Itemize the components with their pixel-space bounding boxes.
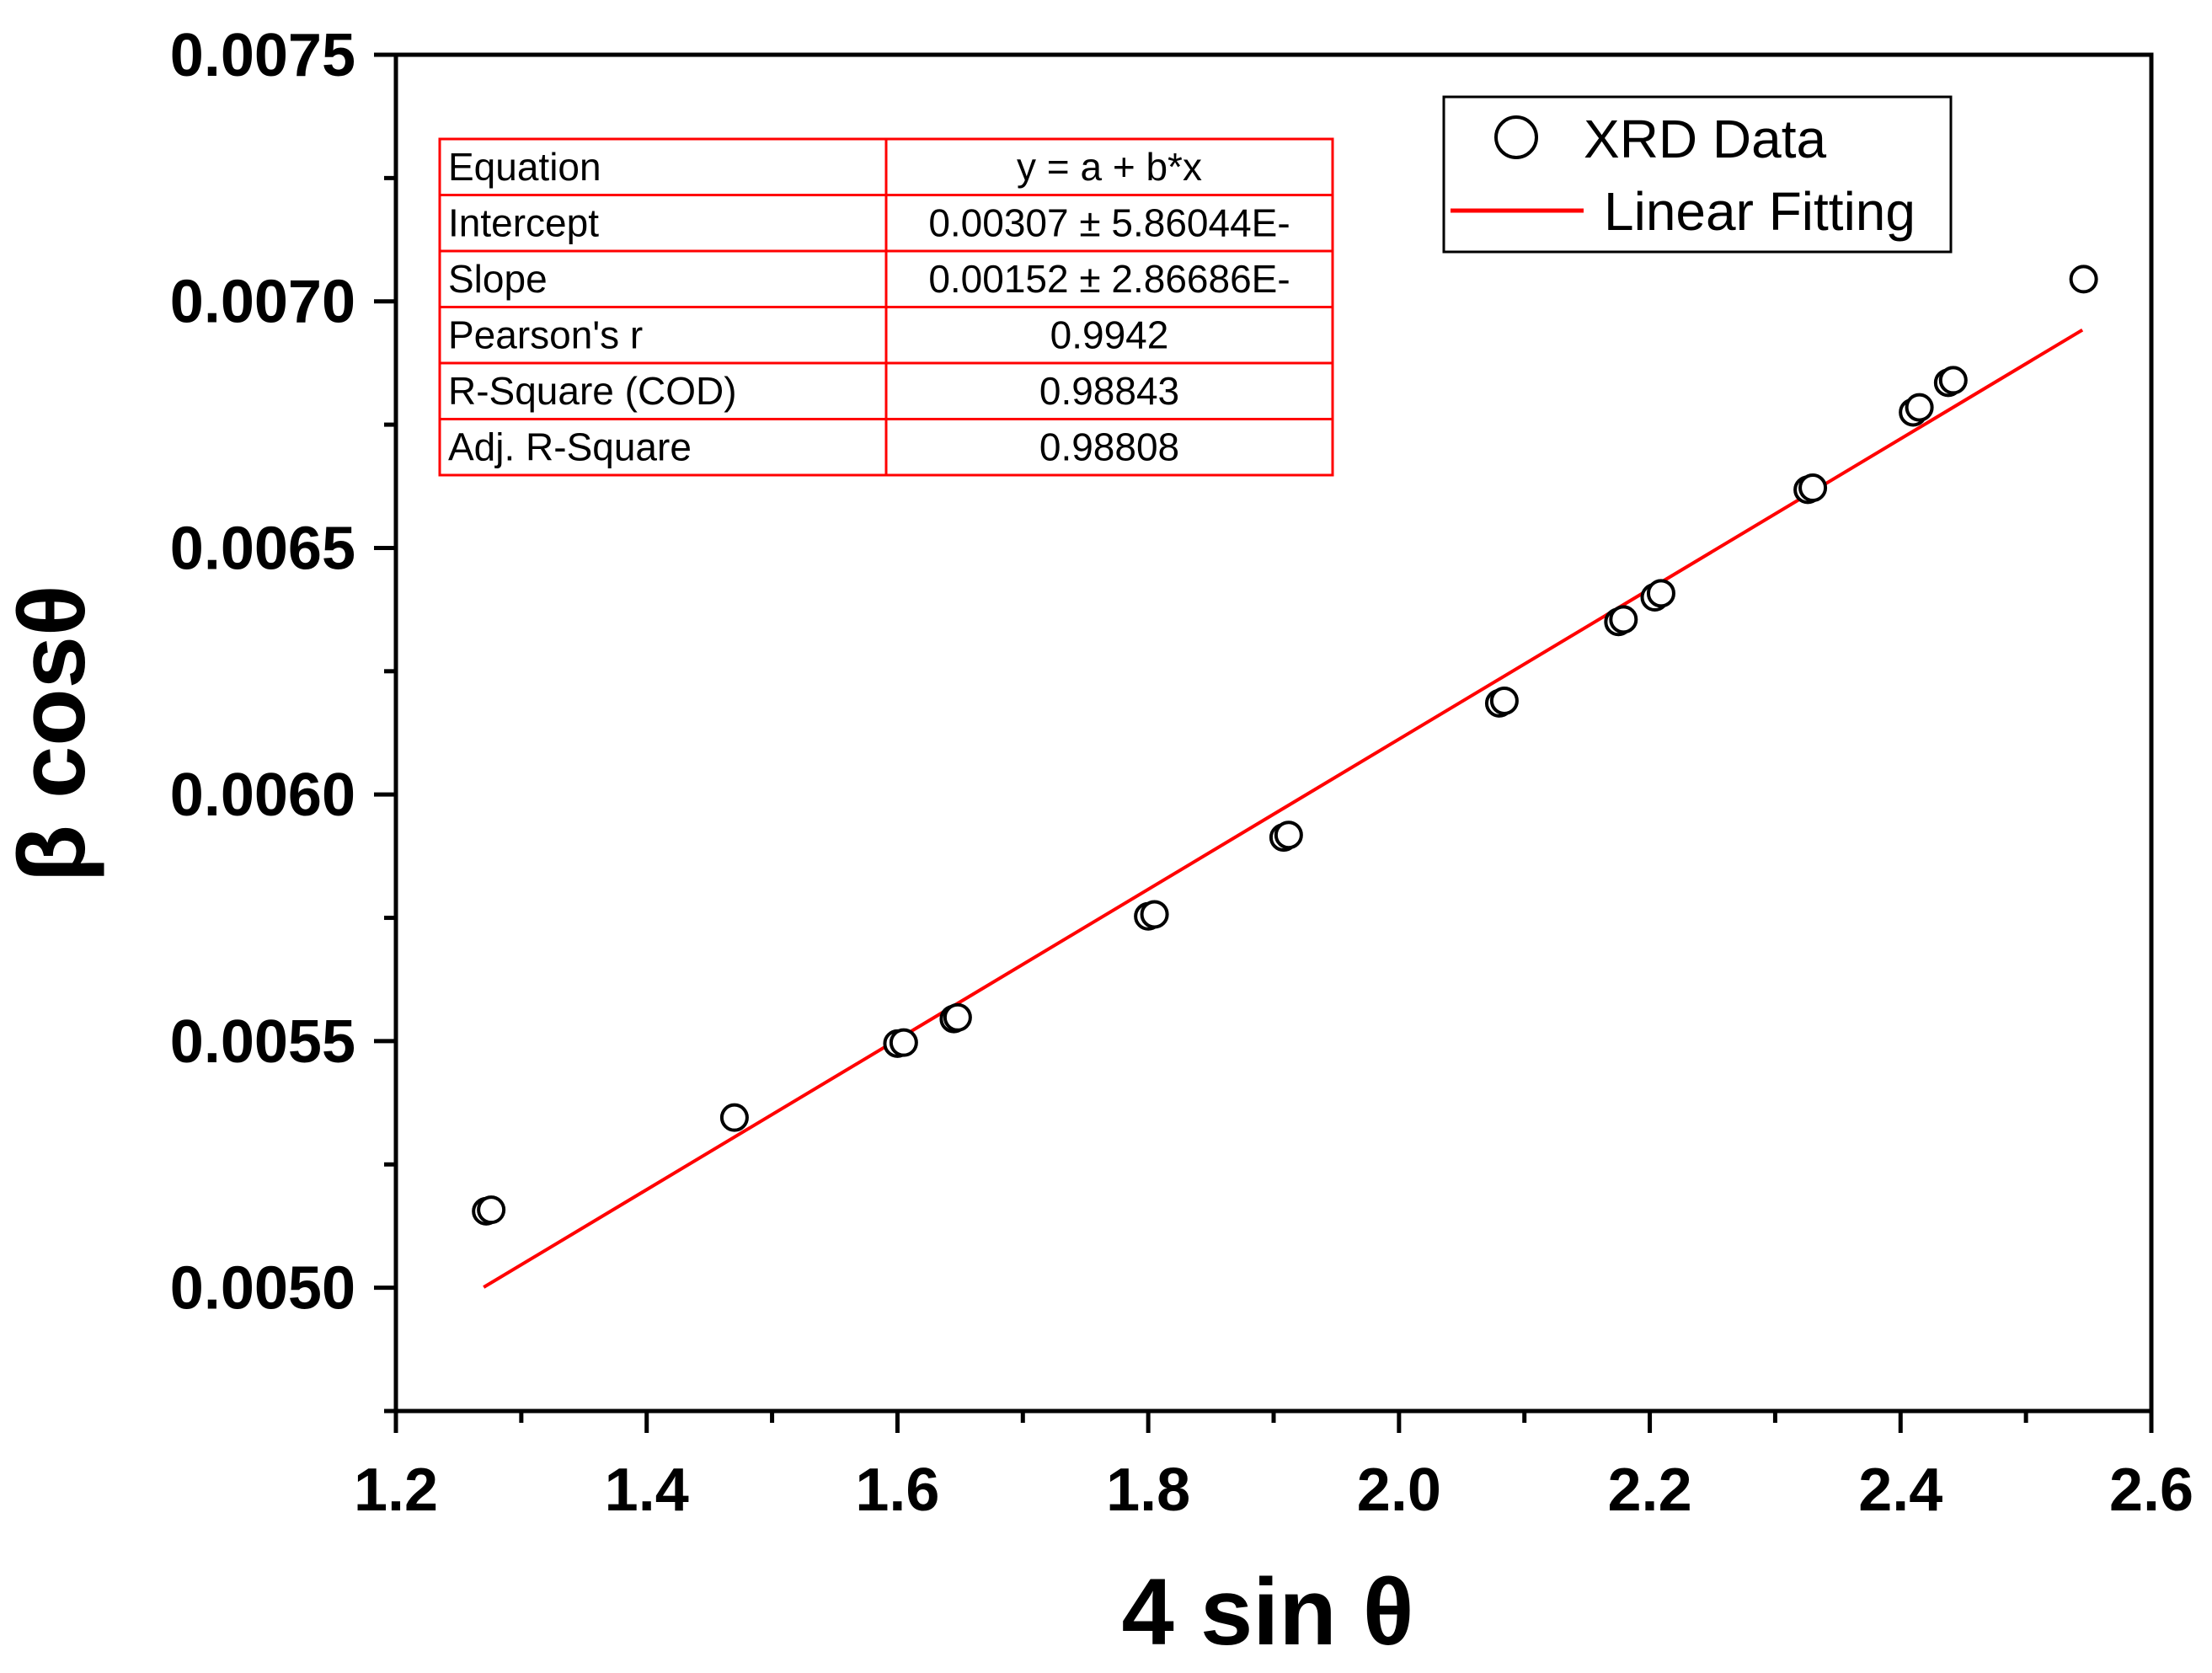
fit-results-table: Equation y = a + b*x Intercept 0.00307 ± 5.…	[438, 137, 1334, 477]
x-tick-label: 2.4	[1858, 1457, 1942, 1524]
y-tick-label: 0.0070	[170, 269, 355, 336]
y-tick-label: 0.0060	[170, 762, 355, 829]
x-tick-label: 2.2	[1608, 1457, 1692, 1524]
data-point	[1274, 820, 1303, 850]
data-point	[943, 1002, 972, 1032]
data-point	[1646, 579, 1675, 608]
table-cell-value: 0.00152 ± 2.86686E-	[928, 257, 1290, 301]
x-tick-label: 2.0	[1357, 1457, 1441, 1524]
x-tick-label: 1.2	[354, 1457, 438, 1524]
data-point	[2069, 265, 2098, 294]
x-tick-label: 1.8	[1106, 1457, 1190, 1524]
data-point	[1798, 473, 1828, 503]
y-tick-label: 0.0055	[170, 1008, 355, 1076]
legend-marker-circle	[1494, 115, 1538, 159]
table-cell-label: Slope	[448, 257, 548, 301]
y-tick-label: 0.0075	[170, 22, 355, 89]
table-cell-label: Equation	[448, 145, 601, 189]
data-point	[889, 1028, 918, 1057]
table-cell-value: 0.98808	[1039, 425, 1179, 469]
table-cell-value: y = a + b*x	[1017, 145, 1202, 189]
legend-label-xrd: XRD Data	[1584, 109, 1827, 169]
y-tick-label: 0.0050	[170, 1255, 355, 1323]
legend: XRD Data Linear Fitting	[1442, 95, 1953, 254]
axes: 1.2 1.4 1.6 1.8 2.0 2.2 2.4 2.6 0.0050 0.0055 0.00…	[170, 22, 2193, 1524]
table-cell-value: 0.9942	[1050, 313, 1169, 357]
data-point	[719, 1103, 749, 1132]
table-cell-value: 0.98843	[1039, 369, 1179, 413]
y-tick-label: 0.0065	[170, 515, 355, 582]
data-point	[1140, 900, 1169, 929]
data-points-layer	[472, 265, 2098, 1226]
x-tick-label: 2.6	[2109, 1457, 2193, 1524]
table-cell-value: 0.00307 ± 5.86044E-	[928, 201, 1290, 245]
table-cell-label: Adj. R-Square	[448, 425, 692, 469]
data-point	[1489, 686, 1519, 715]
x-tick-label: 1.4	[605, 1457, 689, 1524]
data-point	[477, 1195, 506, 1225]
legend-label-fit: Linear Fitting	[1604, 181, 1915, 242]
x-tick-label: 1.6	[855, 1457, 939, 1524]
table-cell-label: R-Square (COD)	[448, 369, 737, 413]
data-point	[1905, 393, 1934, 422]
table-cell-label: Pearson's r	[448, 313, 643, 357]
y-axis-title: β cosθ	[0, 585, 104, 882]
data-point	[1938, 366, 1968, 395]
data-point	[1609, 605, 1638, 634]
table-cell-label: Intercept	[448, 201, 599, 245]
x-axis-title: 4 sin θ	[1122, 1559, 1414, 1665]
